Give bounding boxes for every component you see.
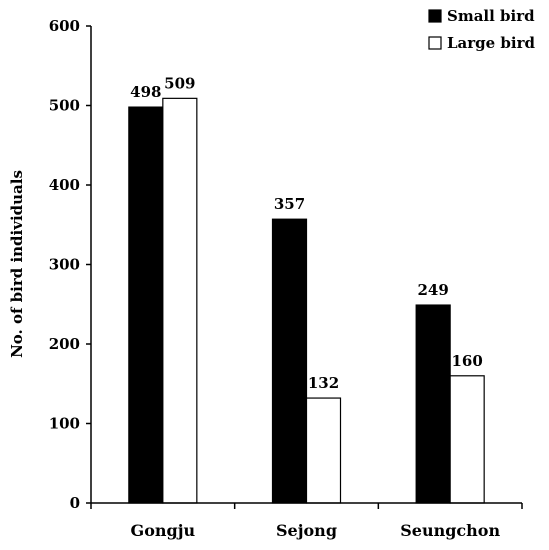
y-tick-label: 600	[49, 17, 80, 35]
data-label: 509	[164, 74, 195, 92]
data-label: 249	[418, 281, 449, 299]
data-label: 498	[130, 83, 161, 101]
x-tick-label: Sejong	[276, 521, 337, 540]
x-tick-label: Seungchon	[400, 521, 500, 540]
y-tick-label: 100	[49, 415, 80, 433]
y-tick-label: 0	[70, 494, 80, 512]
y-axis-ticks: 0 100 200 300 400 500 600	[49, 17, 91, 512]
bar	[449, 375, 485, 504]
data-label: 357	[274, 195, 305, 213]
bar	[305, 397, 342, 504]
y-axis-title: No. of bird individuals	[8, 170, 26, 358]
bar	[128, 106, 164, 504]
bar	[415, 304, 451, 504]
bar	[162, 97, 198, 504]
bars	[128, 97, 485, 504]
legend-label: Small bird	[447, 7, 535, 25]
y-tick-label: 200	[49, 335, 80, 353]
x-tick-label: Gongju	[131, 521, 196, 540]
legend-swatch	[428, 9, 442, 23]
x-axis-labels: Gongju Sejong Seungchon	[131, 521, 501, 540]
legend-label: Large bird	[447, 34, 536, 52]
y-tick-label: 300	[49, 256, 80, 274]
legend-swatch	[428, 36, 442, 50]
data-label: 160	[452, 352, 483, 370]
data-label: 132	[308, 374, 339, 392]
data-labels: 498 509 357 132 249 160	[130, 74, 483, 392]
axes	[90, 26, 523, 509]
legend: Small bird Large bird	[428, 7, 536, 52]
y-tick-label: 400	[49, 176, 80, 194]
y-tick-label: 500	[49, 97, 80, 115]
bar	[271, 218, 308, 504]
